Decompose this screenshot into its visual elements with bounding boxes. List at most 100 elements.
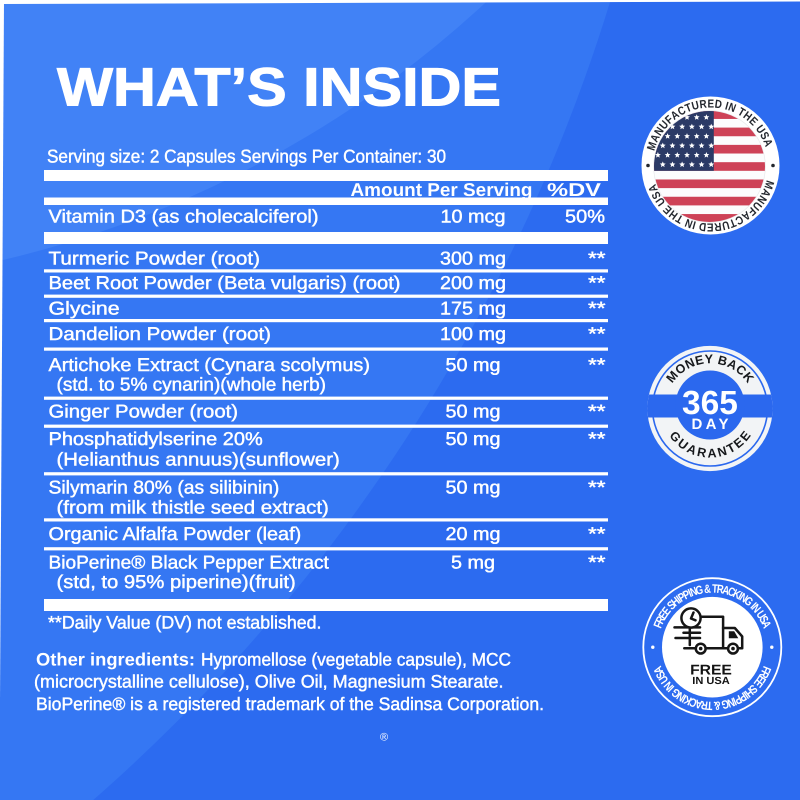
svg-text:A: A: [694, 697, 704, 712]
svg-text:FREE: FREE: [690, 662, 732, 678]
svg-text:Vitamin D3 (as cholecalciferol: Vitamin D3 (as cholecalciferol): [49, 206, 319, 227]
svg-text:R: R: [699, 97, 708, 111]
svg-text:Organic Alfalfa Powder (leaf): Organic Alfalfa Powder (leaf): [49, 523, 302, 544]
svg-text:300 mg: 300 mg: [440, 248, 506, 269]
svg-text:A: A: [721, 583, 731, 598]
svg-text:DAY: DAY: [692, 416, 729, 433]
svg-text:I: I: [724, 100, 730, 113]
svg-text:T: T: [736, 105, 748, 119]
svg-text:Ginger Powder (root): Ginger Powder (root): [49, 401, 239, 422]
svg-text:Serving size: 2 Capsules Servi: Serving size: 2 Capsules Servings Per Co…: [47, 145, 446, 166]
svg-text:N: N: [726, 695, 737, 710]
svg-text:Beet Root Powder (Beta vulgari: Beet Root Powder (Beta vulgaris) (root): [49, 272, 401, 293]
svg-text:D: D: [698, 220, 707, 234]
svg-text:R: R: [700, 698, 709, 713]
svg-text:I: I: [686, 586, 694, 600]
svg-text:R: R: [696, 445, 708, 460]
svg-text:**: **: [588, 523, 606, 544]
svg-text:**: **: [588, 477, 606, 498]
svg-text:(from milk thistle seed extrac: (from milk thistle seed extract): [57, 497, 329, 518]
svg-text:**: **: [588, 323, 606, 344]
svg-text:5 mg: 5 mg: [451, 552, 495, 573]
svg-text:®: ®: [380, 732, 388, 744]
svg-text:T: T: [727, 216, 737, 230]
svg-text:C: C: [687, 695, 698, 711]
svg-text:WHAT’S INSIDE: WHAT’S INSIDE: [57, 58, 501, 118]
svg-text:M: M: [645, 140, 660, 152]
svg-text:(Helianthus annuus)(sunflower): (Helianthus annuus)(sunflower): [57, 449, 340, 470]
svg-text:50 mg: 50 mg: [446, 354, 501, 375]
svg-text:E: E: [707, 97, 714, 110]
svg-text:T: T: [712, 582, 719, 596]
svg-text:N: N: [716, 444, 729, 460]
svg-text:365: 365: [682, 385, 738, 422]
svg-text:N: N: [683, 216, 694, 231]
svg-text:N: N: [688, 584, 699, 599]
svg-text:E: E: [707, 220, 714, 233]
svg-text:I: I: [731, 694, 739, 708]
svg-text:I: I: [674, 593, 684, 606]
svg-text:D: D: [714, 98, 723, 112]
svg-text:C: C: [726, 584, 737, 600]
svg-text:P: P: [732, 692, 744, 707]
svg-text:**: **: [588, 298, 606, 319]
svg-text:A: A: [759, 619, 775, 631]
svg-text:Artichoke Extract (Cynara scol: Artichoke Extract (Cynara scolymus): [49, 354, 371, 375]
svg-text:T: T: [683, 101, 693, 115]
svg-text:175 mg: 175 mg: [440, 298, 506, 319]
svg-text:Y: Y: [704, 352, 713, 366]
svg-text:50 mg: 50 mg: [446, 477, 501, 498]
svg-text:A: A: [650, 664, 666, 676]
svg-text:I: I: [691, 218, 697, 231]
svg-text:50 mg: 50 mg: [446, 428, 501, 449]
svg-text:Silymarin 80% (as silibinin): Silymarin 80% (as silibinin): [49, 477, 280, 498]
svg-text:&: &: [713, 698, 721, 713]
svg-text:U: U: [690, 99, 700, 113]
svg-text:Amount Per Serving: Amount Per Serving: [351, 179, 533, 200]
svg-text:R: R: [716, 582, 725, 597]
svg-text:F: F: [651, 620, 666, 631]
svg-text:**: **: [588, 248, 606, 269]
svg-text:Phosphatidylserine 20%: Phosphatidylserine 20%: [49, 428, 263, 449]
svg-text:(std. to 5% cynarin)(whole her: (std. to 5% cynarin)(whole herb): [57, 374, 327, 395]
svg-text:T: T: [706, 699, 713, 713]
svg-text:Dandelion Powder (root): Dandelion Powder (root): [49, 323, 272, 344]
svg-text:P: P: [681, 587, 693, 602]
svg-text:Hypromellose (vegetable capsul: Hypromellose (vegetable capsule), MCC: [201, 650, 511, 670]
svg-text:(std, to 95% piperine)(fruit): (std, to 95% piperine)(fruit): [57, 571, 296, 592]
svg-text:F: F: [759, 664, 774, 675]
svg-text:10 mcg: 10 mcg: [441, 206, 506, 227]
svg-text:100 mg: 100 mg: [440, 323, 506, 344]
svg-text:50 mg: 50 mg: [446, 401, 501, 422]
svg-text:&: &: [703, 582, 711, 597]
svg-text:**: **: [588, 401, 606, 422]
svg-text:**Daily Value (DV) not establi: **Daily Value (DV) not established.: [48, 612, 322, 632]
svg-text:E: E: [694, 353, 705, 368]
svg-text:Other ingredients:: Other ingredients:: [36, 650, 195, 670]
svg-text:%DV: %DV: [547, 179, 602, 200]
svg-text:20 mg: 20 mg: [446, 523, 501, 544]
svg-text:200 mg: 200 mg: [440, 272, 506, 293]
svg-text:BioPerine® is a registered tra: BioPerine® is a registered trademark of …: [36, 694, 544, 714]
svg-text:G: G: [720, 697, 730, 712]
svg-text:Turmeric Powder (root): Turmeric Powder (root): [49, 248, 261, 269]
svg-text:I: I: [665, 683, 677, 695]
svg-text:(microcrystalline cellulose),: (microcrystalline cellulose), Olive Oil,…: [34, 672, 504, 692]
svg-text:A: A: [760, 137, 775, 149]
svg-text:**: **: [588, 354, 606, 375]
svg-text:**: **: [588, 428, 606, 449]
svg-text:U: U: [721, 218, 731, 232]
svg-text:I: I: [741, 689, 751, 702]
svg-text:50%: 50%: [565, 206, 605, 227]
svg-text:N: N: [726, 101, 737, 116]
svg-text:IN USA: IN USA: [692, 676, 730, 687]
svg-text:BioPerine® Black Pepper Extrac: BioPerine® Black Pepper Extract: [49, 552, 329, 573]
svg-text:A: A: [646, 182, 661, 194]
svg-text:T: T: [674, 212, 686, 226]
svg-text:A: A: [707, 446, 717, 460]
svg-text:G: G: [694, 582, 704, 597]
svg-text:Glycine: Glycine: [49, 298, 120, 319]
svg-text:M: M: [761, 179, 776, 191]
svg-text:**: **: [588, 272, 606, 293]
svg-text:I: I: [736, 589, 745, 603]
